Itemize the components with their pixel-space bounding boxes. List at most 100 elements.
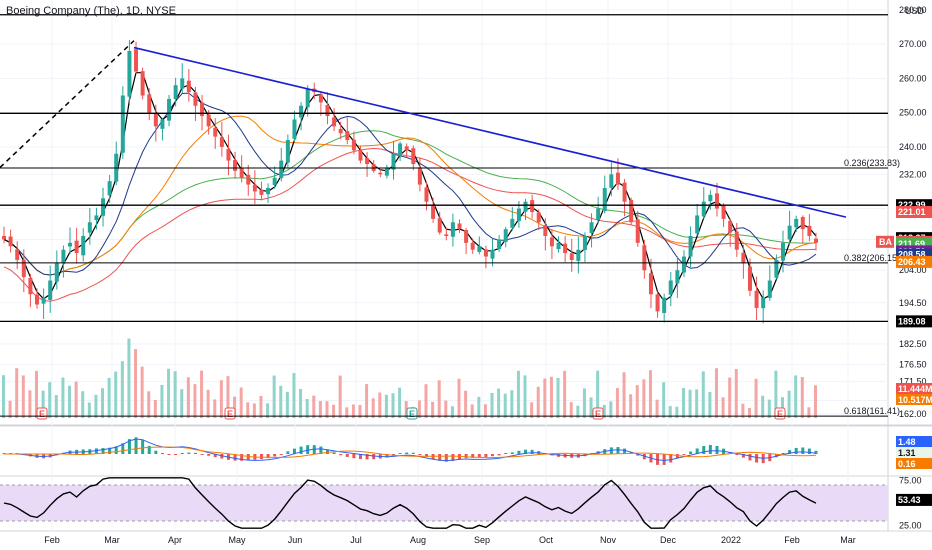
- volume-bar: [239, 387, 243, 418]
- volume-bar: [332, 404, 336, 418]
- candle-body: [292, 119, 297, 139]
- candle-body: [662, 297, 667, 313]
- macd-histogram-bar: [748, 454, 752, 461]
- macd-histogram-bar: [108, 447, 112, 454]
- ascending-dashed-trendline[interactable]: [0, 40, 135, 169]
- ma-20-line: [3, 92, 817, 276]
- earnings-marker[interactable]: E: [592, 407, 604, 420]
- candle-body: [193, 92, 198, 106]
- descending-trendline[interactable]: [133, 46, 847, 218]
- candle-body: [246, 174, 251, 185]
- volume-bar: [563, 370, 567, 418]
- candle-body: [81, 235, 86, 256]
- candle-body: [21, 259, 26, 278]
- time-tick-label: Mar: [104, 535, 120, 545]
- candle-body: [431, 204, 436, 219]
- candle-body: [35, 294, 40, 305]
- macd-badge-bg: [896, 436, 932, 447]
- candle-body: [589, 222, 594, 234]
- volume-bar: [622, 372, 626, 418]
- earnings-marker[interactable]: E: [406, 407, 418, 420]
- macd-histogram-bar: [259, 454, 263, 460]
- volume-bar: [398, 387, 402, 418]
- macd-histogram-bar: [444, 454, 448, 462]
- candle-body: [543, 225, 548, 236]
- earnings-marker[interactable]: E: [36, 407, 48, 420]
- candle-body: [728, 220, 733, 233]
- macd-histogram-bar: [292, 448, 296, 454]
- candle-body: [213, 127, 218, 137]
- volume-bar: [761, 395, 765, 418]
- candle-body: [602, 188, 607, 212]
- candle-body: [615, 172, 620, 185]
- candle-body: [134, 49, 139, 72]
- candle-body: [721, 205, 726, 219]
- volume-bar: [206, 389, 210, 418]
- macd-histogram-bar: [755, 454, 759, 463]
- candle-body: [457, 223, 462, 230]
- volume-bar: [800, 377, 804, 418]
- candle-body: [239, 167, 244, 178]
- volume-bar: [127, 338, 131, 418]
- volume-bar: [48, 382, 52, 418]
- candle-body: [596, 208, 601, 221]
- candle-body: [279, 160, 284, 179]
- macd-histogram-bar: [306, 445, 310, 454]
- macd-histogram-bar: [702, 446, 706, 454]
- macd-histogram-bar: [477, 454, 481, 458]
- candle-body: [648, 273, 653, 295]
- candle-body: [28, 277, 33, 295]
- candle-body: [444, 234, 449, 236]
- volume-bar: [569, 402, 573, 418]
- volume-bar: [193, 384, 197, 418]
- candle-body: [761, 297, 766, 309]
- volume-bar: [483, 404, 487, 418]
- volume-bar: [272, 375, 276, 418]
- candle-body: [622, 182, 627, 202]
- candle-body: [417, 167, 422, 185]
- time-tick-label: May: [228, 535, 246, 545]
- time-tick-label: Sep: [474, 535, 490, 545]
- time-axis[interactable]: Feb Mar Apr May Jun Jul Aug Sep Oct Nov Dec 2022 Feb…: [44, 535, 856, 545]
- volume-bar: [173, 371, 177, 418]
- earnings-marker[interactable]: E: [774, 407, 786, 420]
- volume-bar: [180, 389, 184, 418]
- volume-bar: [87, 402, 91, 418]
- volume-bar: [734, 369, 738, 418]
- volume-bar: [714, 368, 718, 418]
- candle-body: [351, 139, 356, 151]
- macd-histogram-bar: [339, 454, 343, 456]
- candle-body: [345, 131, 350, 141]
- candle-body: [536, 212, 541, 223]
- volume-bar: [721, 397, 725, 418]
- grid: [0, 0, 888, 531]
- earnings-marker[interactable]: E: [224, 407, 236, 420]
- volume-bar: [404, 401, 408, 418]
- volume-bar: [589, 397, 593, 418]
- volume-bar: [741, 403, 745, 418]
- fib-level-label: 0.382(206.15): [844, 253, 900, 263]
- candle-body: [516, 208, 521, 222]
- volume-bar: [299, 389, 303, 418]
- candle-body: [94, 215, 99, 221]
- volume-bar: [708, 391, 712, 418]
- macd-histogram-bar: [147, 445, 151, 454]
- volume-bar: [470, 404, 474, 418]
- macd-badge-label: 1.48: [898, 437, 916, 447]
- earnings-marker-label: E: [227, 409, 233, 419]
- earnings-marker-label: E: [777, 409, 783, 419]
- price-badge-label: 208.58: [898, 250, 926, 260]
- time-tick-label: Feb: [784, 535, 800, 545]
- macd-histogram-bar: [213, 454, 217, 458]
- candle-body: [318, 94, 323, 103]
- candle-body: [173, 85, 178, 99]
- candle-body: [688, 235, 693, 257]
- ticker-tag-bg: [876, 235, 894, 248]
- candle-body: [15, 249, 20, 260]
- volume-bar: [510, 390, 514, 418]
- time-tick-label: Nov: [600, 535, 617, 545]
- candle-body: [424, 187, 429, 202]
- macd-histogram-bar: [167, 454, 171, 455]
- macd-histogram-bar: [127, 439, 131, 454]
